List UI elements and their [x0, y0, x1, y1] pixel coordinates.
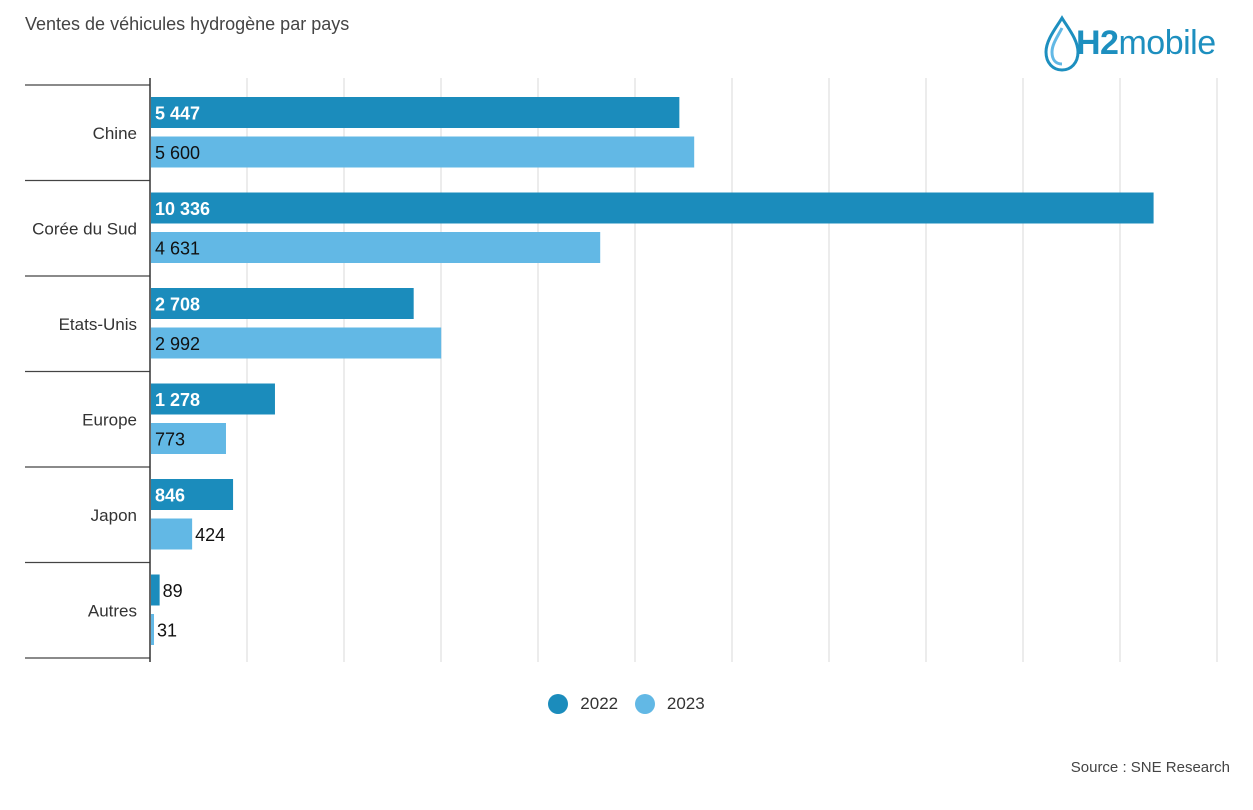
water-drop-icon: [1044, 15, 1080, 72]
data-label-2022: 1 278: [155, 390, 200, 410]
bar-2023: [151, 327, 442, 359]
data-label-2022: 89: [163, 581, 183, 601]
source-note: Source : SNE Research: [1070, 759, 1230, 776]
bar-2022: [151, 574, 160, 606]
category-label: Europe: [82, 410, 137, 429]
legend-swatch-2022: [548, 694, 569, 714]
data-label-2023: 2 992: [155, 334, 200, 354]
legend-label-2023: 2023: [666, 694, 705, 713]
legend-item-2023: 2023: [634, 694, 705, 714]
bar-2022: [151, 383, 275, 415]
data-label-2022: 5 447: [155, 104, 200, 124]
bar-2023: [151, 423, 226, 454]
legend-item-2022: 2022: [548, 694, 618, 714]
chart-title: Ventes de véhicules hydrogène par pays: [25, 14, 350, 34]
data-label-2023: 424: [195, 525, 225, 545]
category-label: Etats-Unis: [59, 315, 137, 334]
legend-label-2022: 2022: [580, 694, 619, 713]
h2mobile-logo: H2mobile: [1042, 14, 1237, 74]
data-label-2023: 31: [157, 621, 177, 641]
bar-2022: [151, 479, 234, 510]
category-label: Japon: [91, 506, 137, 525]
category-label: Autres: [88, 601, 137, 620]
category-label: Chine: [93, 124, 137, 143]
bar-chart: Chine 5 447 5 600 Corée du Sud 10 336 4 631 Et…: [25, 78, 1218, 662]
data-label-2022: 10 336: [155, 199, 210, 219]
data-label-2023: 773: [155, 430, 185, 450]
bar-2023: [151, 518, 193, 550]
bar-2023: [151, 232, 601, 263]
bar-2023: [151, 614, 155, 645]
data-label-2023: 5 600: [155, 143, 200, 163]
legend: 2022 2023: [0, 694, 1253, 719]
bar-2022: [151, 192, 1154, 224]
bar-2023: [151, 136, 695, 168]
bar-2022: [151, 288, 414, 319]
legend-swatch-2023: [634, 694, 655, 714]
data-label-2023: 4 631: [155, 239, 200, 259]
data-label-2022: 846: [155, 486, 185, 506]
bar-2022: [151, 97, 680, 128]
category-label: Corée du Sud: [32, 219, 137, 238]
logo-text: H2mobile: [1076, 24, 1216, 62]
data-label-2022: 2 708: [155, 295, 200, 315]
